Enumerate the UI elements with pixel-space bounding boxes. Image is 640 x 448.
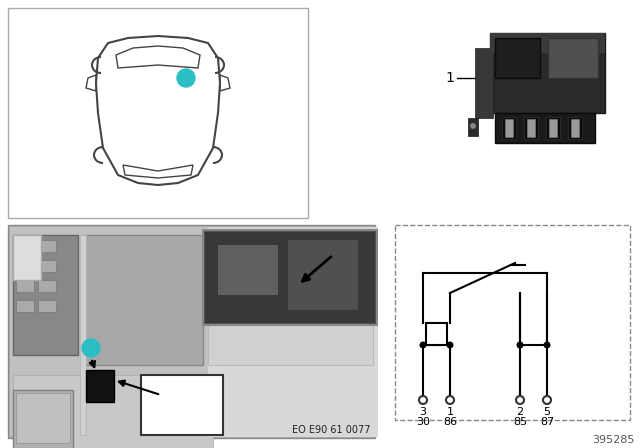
Bar (505, 119, 513, 137)
Bar (86, 370, 114, 402)
Bar (83, 235, 203, 365)
Bar (16, 280, 34, 292)
Text: 1: 1 (447, 407, 454, 417)
Bar (549, 119, 557, 137)
Text: 3: 3 (419, 407, 426, 417)
Bar (203, 230, 377, 325)
Bar (16, 240, 34, 252)
Bar (213, 235, 253, 315)
Bar (475, 48, 493, 118)
Text: 85: 85 (513, 417, 527, 427)
Bar (208, 227, 378, 437)
Text: 5: 5 (543, 407, 550, 417)
Bar (13, 235, 41, 280)
Bar (426, 323, 447, 345)
Bar (38, 240, 56, 252)
Bar (568, 117, 582, 139)
Circle shape (419, 341, 426, 349)
Bar (16, 393, 70, 443)
Bar (395, 225, 630, 420)
Text: 30: 30 (416, 417, 430, 427)
Bar (38, 260, 56, 272)
Text: K447: K447 (146, 380, 175, 390)
Circle shape (543, 341, 550, 349)
Bar (38, 300, 56, 312)
Bar (548, 38, 598, 78)
Circle shape (516, 341, 524, 349)
Text: BMW: BMW (556, 52, 574, 58)
Text: X34116: X34116 (146, 419, 189, 429)
Text: EO E90 61 0077: EO E90 61 0077 (291, 425, 370, 435)
Bar (80, 235, 86, 435)
Text: 1: 1 (445, 71, 454, 85)
Bar (16, 260, 34, 272)
Bar (16, 300, 34, 312)
Text: 86: 86 (443, 417, 457, 427)
Text: 395285: 395285 (593, 435, 635, 445)
Circle shape (470, 123, 476, 129)
Bar (141, 375, 223, 435)
Circle shape (177, 69, 195, 87)
Bar (8, 225, 375, 438)
Bar (8, 8, 308, 218)
Circle shape (516, 396, 524, 404)
Bar (502, 117, 516, 139)
Circle shape (419, 396, 427, 404)
Bar (495, 113, 595, 143)
Bar (13, 235, 78, 355)
Bar (495, 38, 540, 78)
Text: 87: 87 (540, 417, 554, 427)
Bar (527, 119, 535, 137)
Bar (468, 118, 478, 136)
Circle shape (446, 396, 454, 404)
Bar (13, 375, 213, 448)
Circle shape (543, 396, 551, 404)
Circle shape (82, 339, 100, 357)
Bar (258, 250, 288, 310)
Text: 1: 1 (182, 73, 189, 83)
Bar (546, 117, 560, 139)
Bar (208, 325, 373, 365)
Bar (288, 240, 358, 310)
Bar (38, 280, 56, 292)
Bar (13, 390, 73, 448)
Bar (10, 227, 373, 436)
Circle shape (447, 341, 454, 349)
Bar (571, 119, 579, 137)
Bar (490, 33, 605, 113)
Text: 2: 2 (516, 407, 524, 417)
Text: 1: 1 (88, 343, 94, 353)
Text: X2664: X2664 (146, 393, 182, 403)
Bar (205, 232, 375, 323)
Bar (218, 245, 278, 295)
Bar (524, 117, 538, 139)
Text: X2649: X2649 (146, 406, 182, 416)
Bar (490, 33, 605, 53)
